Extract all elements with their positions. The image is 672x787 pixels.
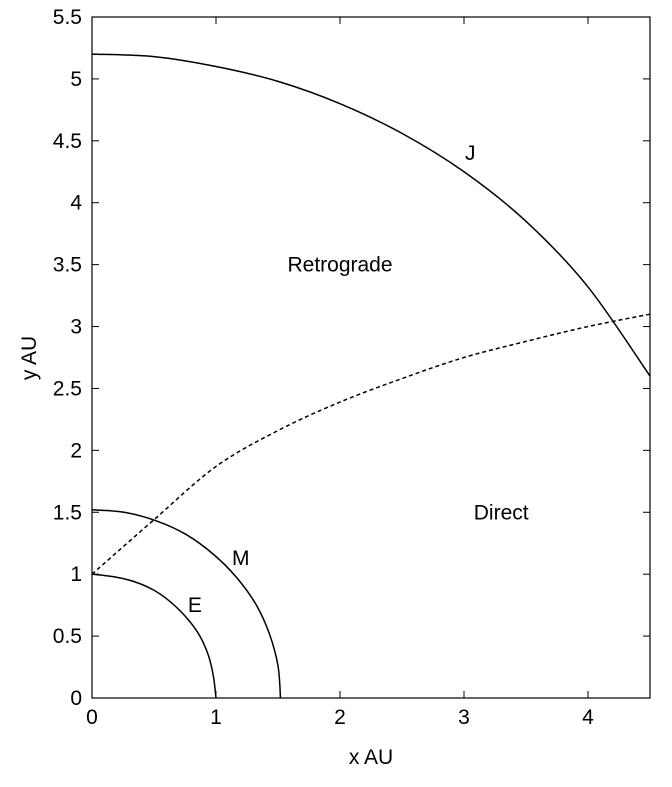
series-line [91,573,217,699]
y-tick-label: 2 [70,439,82,462]
y-tick-label: 3 [70,316,82,339]
series-line [91,509,282,699]
y-tick-label: 0 [70,687,82,710]
y-tick-label: 4 [70,192,82,215]
y-tick-label: 3.5 [53,254,82,277]
y-axis-label: y AU [18,336,41,380]
series-line [91,313,651,575]
y-tick-label: 0.5 [53,625,82,648]
x-axis-label: x AU [349,746,393,769]
x-tick-label: 3 [458,706,470,729]
annotation: Retrograde [287,254,392,277]
y-tick-label: 5 [70,68,82,91]
x-tick-label: 4 [582,706,594,729]
y-tick-label: 1 [70,563,82,586]
x-tick-label: 2 [334,706,346,729]
x-tick-label: 0 [86,706,98,729]
series-label: M [232,547,250,570]
y-tick-label: 2.5 [53,377,82,400]
y-tick-label: 1.5 [53,501,82,524]
x-tick-label: 1 [210,706,222,729]
series-line [91,53,651,377]
y-tick-label: 4.5 [53,130,82,153]
series-label: E [188,594,202,617]
y-tick-label: 5.5 [53,6,82,29]
plot-frame [91,16,651,699]
annotation: Direct [474,501,529,524]
series-label: J [465,142,476,165]
